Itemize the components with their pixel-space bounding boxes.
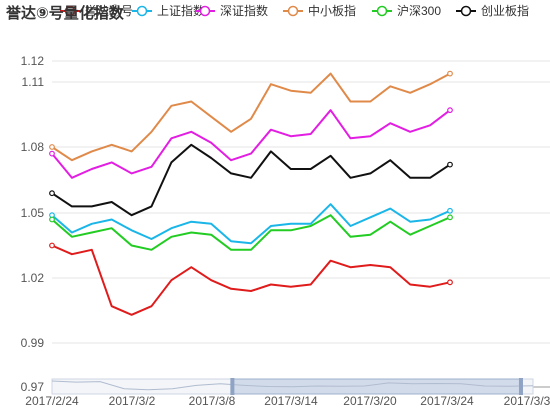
y-tick-label: 0.97 <box>21 380 45 394</box>
series-line <box>51 143 451 217</box>
x-tick-label: 2017/3/3 <box>504 394 550 408</box>
legend-item[interactable]: 中小板指 <box>283 3 356 18</box>
y-tick-label: 1.05 <box>21 206 45 220</box>
y-tick-label: 1.11 <box>22 75 45 89</box>
legend-label: 深证指数 <box>220 3 268 18</box>
legend-item[interactable]: 上证指数 <box>132 3 205 18</box>
legend-label: 中小板指 <box>308 3 356 18</box>
data-point <box>49 242 55 249</box>
x-tick-label: 2017/3/2 <box>109 394 156 408</box>
legend-item[interactable]: 创业板指 <box>456 3 529 18</box>
y-tick-label: 1.12 <box>21 54 45 68</box>
x-tick-label: 2017/3/8 <box>189 394 236 408</box>
series-line <box>51 203 451 245</box>
legend-marker <box>287 5 299 17</box>
legend-marker <box>136 5 148 17</box>
legend-item[interactable]: 沪深300 <box>372 4 441 18</box>
legend-label: 创业板指 <box>481 3 529 18</box>
series-line <box>51 214 451 251</box>
series-line <box>51 72 451 162</box>
legend-marker <box>376 5 388 17</box>
zoom-handle[interactable] <box>230 378 235 395</box>
x-tick-label: 2017/3/14 <box>264 394 318 408</box>
legend-label: 誉达⑨号 <box>85 4 133 18</box>
legend-marker <box>64 5 76 17</box>
y-tick-label: 1.02 <box>21 271 45 285</box>
y-axis-ticks: 0.97 0.99 1.02 1.05 1.08 1.11 1.12 <box>21 54 45 394</box>
data-point <box>49 190 55 197</box>
data-point <box>49 150 55 157</box>
legend-marker <box>199 5 211 17</box>
data-point <box>447 214 453 221</box>
data-point <box>447 161 453 168</box>
data-point <box>49 144 55 150</box>
x-axis-ticks: 2017/2/24 2017/3/2 2017/3/8 2017/3/14 2017/3… <box>25 394 550 408</box>
y-tick-label: 0.99 <box>21 336 45 350</box>
x-tick-label: 2017/3/20 <box>343 394 397 408</box>
x-tick-label: 2017/2/24 <box>25 394 79 408</box>
y-tick-label: 1.08 <box>21 140 45 154</box>
legend-marker <box>460 5 472 17</box>
data-point <box>49 216 55 223</box>
legend-label: 上证指数 <box>157 3 205 18</box>
data-zoom-slider[interactable] <box>51 378 534 395</box>
chart-title: 誉达⑨号量化指数 <box>5 4 125 22</box>
plot-area <box>49 70 453 316</box>
series-line <box>51 244 451 316</box>
zoom-preview-line <box>51 380 534 391</box>
data-point <box>447 207 453 214</box>
legend-item[interactable]: 誉达⑨号 <box>60 4 133 18</box>
series-line <box>51 109 451 179</box>
zoom-handle[interactable] <box>518 378 523 395</box>
data-point <box>447 70 453 77</box>
legend-label: 沪深300 <box>397 4 441 18</box>
data-point <box>447 107 453 114</box>
x-tick-label: 2017/3/24 <box>420 394 474 408</box>
legend: 誉达⑨号 上证指数 深证指数 中小板指 沪深300 创业板指 <box>60 3 529 18</box>
legend-item[interactable]: 深证指数 <box>195 3 268 18</box>
data-point <box>447 279 453 286</box>
